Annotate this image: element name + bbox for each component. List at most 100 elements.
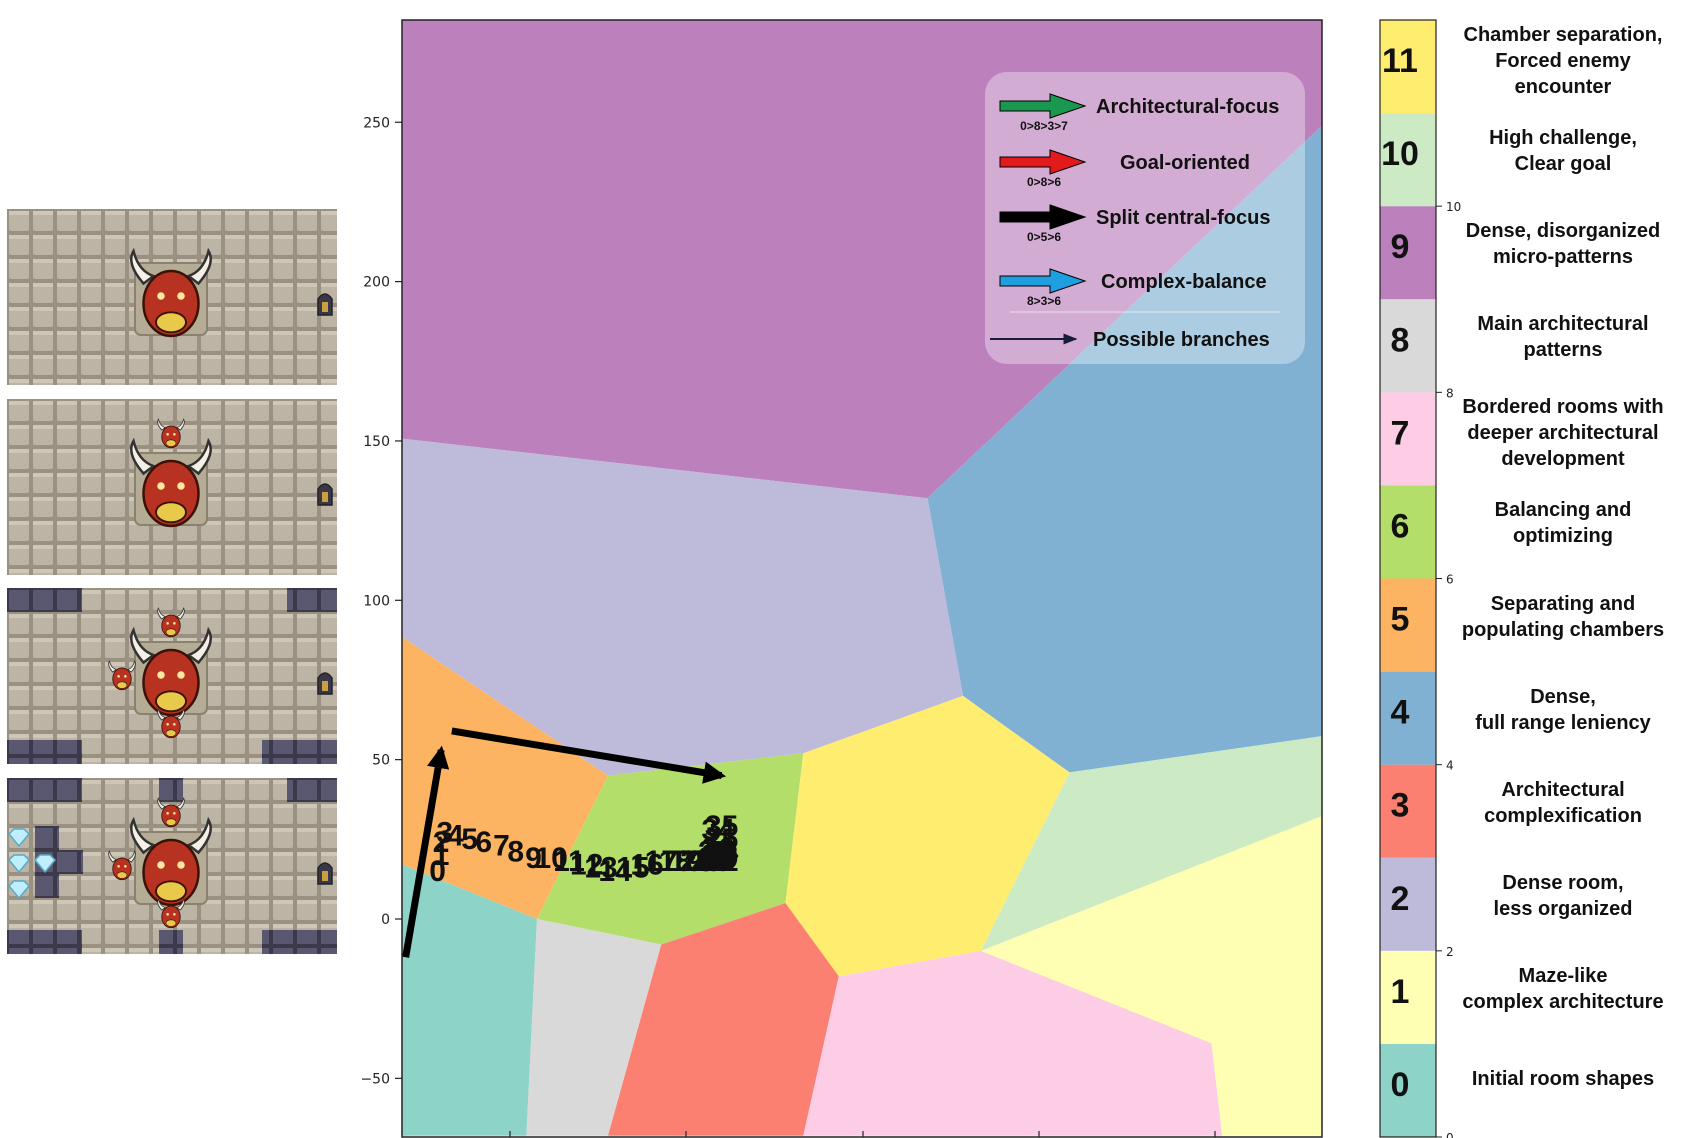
cluster-description-1: Maze-like complex architecture: [1438, 963, 1688, 1015]
colorbar-cluster-id: 0: [1391, 1066, 1410, 1104]
cluster-description-6: Balancing and optimizing: [1438, 497, 1688, 549]
minotaur-enemy-icon: [108, 850, 136, 881]
cluster-region-8: [526, 919, 662, 1136]
point-label: 32: [701, 842, 734, 875]
eye-left: [166, 913, 169, 916]
description-line: complexification: [1484, 804, 1642, 827]
description-line: encounter: [1514, 76, 1612, 98]
level-thumbnail-2: [7, 399, 337, 575]
colorbar-cell-5: [1380, 578, 1436, 672]
level-thumbnails: [7, 209, 337, 954]
trajectory-arrows: [402, 727, 727, 958]
colorbar-cluster-id: 6: [1391, 507, 1410, 545]
y-tick-label: 250: [363, 115, 390, 131]
horn-left: [130, 816, 157, 855]
horn-left: [130, 247, 157, 286]
cluster-regions: [402, 20, 1322, 1136]
point-label: 25: [705, 823, 738, 856]
colorbar-tick-label: 0: [1446, 1131, 1454, 1138]
description-line: Dense, disorganized: [1465, 220, 1661, 243]
snout: [155, 311, 187, 334]
eye-right: [124, 865, 127, 868]
cluster-description-0: Initial room shapes: [1438, 1066, 1688, 1092]
horn-right: [126, 660, 136, 673]
colorbar-tick-label: 6: [1446, 573, 1454, 587]
legend-path: 0>8>6: [1027, 175, 1061, 189]
cluster-colorbar: 0 1 2 3 4 5 6 7 8 9 10 11 0 2 4 6 8 10: [1379, 19, 1461, 1138]
colorbar-cluster-id: 9: [1391, 228, 1410, 266]
colorbar-cluster-id: 8: [1391, 321, 1410, 359]
point-label: 4: [447, 820, 464, 853]
legend-label: Complex-balance: [1101, 271, 1267, 293]
cluster-region-9: [402, 20, 1322, 499]
point-label: 34: [701, 813, 735, 846]
description-line: Chamber separation,: [1463, 24, 1663, 46]
cluster-description-10: High challenge, Clear goal: [1438, 125, 1688, 177]
description-line: Separating and: [1490, 592, 1636, 615]
legend-path: 8>3>6: [1027, 294, 1061, 308]
point-label: 31: [705, 845, 738, 878]
eye-right: [177, 482, 185, 490]
eye-left: [117, 865, 120, 868]
colorbar-cluster-id: 5: [1391, 601, 1410, 639]
point-label: 8: [507, 836, 524, 869]
eye-left: [166, 723, 169, 726]
snout: [165, 439, 177, 447]
colorbar-tick-label: 2: [1446, 945, 1454, 959]
point-label: 28: [701, 839, 734, 872]
level-thumbnail-3: [7, 588, 337, 764]
horn-right: [185, 816, 212, 855]
legend-label: Goal-oriented: [1120, 152, 1250, 174]
y-tick-label: 200: [363, 275, 390, 291]
legend-box: [985, 72, 1305, 364]
diamond-icon: [33, 854, 57, 874]
eye-left: [166, 622, 169, 625]
wall-block: [7, 588, 82, 612]
minotaur-enemy-icon: [157, 797, 185, 828]
trajectory-arrow-0: [402, 745, 450, 958]
description-line: Balancing and: [1494, 499, 1632, 522]
colorbar-tick-label: 10: [1446, 200, 1461, 214]
legend-arrow-icon: [999, 204, 1087, 230]
description-line: populating chambers: [1461, 618, 1665, 641]
legend-arrow-icon: [999, 268, 1087, 294]
minotaur-enemy-icon: [157, 418, 185, 449]
description-line: Dense,: [1530, 685, 1596, 708]
colorbar-cell-10: [1380, 113, 1436, 207]
colorbar-cell-4: [1380, 671, 1436, 765]
minotaur-boss-icon: [130, 247, 212, 338]
point-label: 22: [698, 842, 731, 875]
point-label: 19: [669, 845, 702, 878]
cluster-description-11: Chamber separation, Forced enemy encounter: [1438, 22, 1688, 100]
eye-left: [157, 292, 165, 300]
point-label: 5: [461, 823, 478, 856]
horn-right: [185, 437, 212, 476]
diamond-icon: [7, 854, 31, 874]
horn-left: [157, 607, 167, 620]
snout: [116, 871, 128, 879]
description-line: patterns: [1523, 339, 1603, 362]
wall-block: [7, 930, 82, 954]
eye-left: [166, 433, 169, 436]
colorbar-cell-0: [1380, 1043, 1436, 1137]
cluster-region-0: [402, 864, 537, 1136]
minotaur-boss-icon: [130, 437, 212, 528]
door-lock-icon: [322, 302, 328, 312]
trajectory-arrow-1: [451, 727, 727, 784]
cluster-description-3: Architectural complexification: [1438, 777, 1688, 829]
y-tick-label: 150: [363, 434, 390, 450]
y-tick-label: −50: [360, 1071, 390, 1087]
eye-right: [173, 622, 176, 625]
cluster-description-4: Dense, full range leniency: [1438, 684, 1688, 736]
point-label: 24: [705, 836, 739, 869]
horn-right: [175, 797, 185, 810]
description-line: Initial room shapes: [1471, 1067, 1655, 1090]
description-line: deeper architectural: [1467, 422, 1659, 445]
point-label: 15: [616, 852, 649, 885]
level-thumbnail-4: [7, 778, 337, 954]
minotaur-enemy-icon: [108, 660, 136, 691]
colorbar-cell-1: [1380, 950, 1436, 1044]
description-line: Main architectural: [1477, 313, 1649, 336]
